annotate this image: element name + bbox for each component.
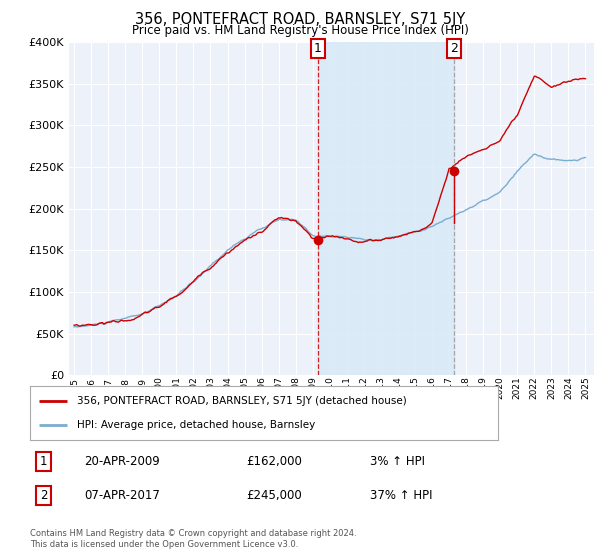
Text: 356, PONTEFRACT ROAD, BARNSLEY, S71 5JY (detached house): 356, PONTEFRACT ROAD, BARNSLEY, S71 5JY …: [77, 396, 407, 406]
Text: 1: 1: [40, 455, 47, 468]
Text: 3% ↑ HPI: 3% ↑ HPI: [370, 455, 425, 468]
Text: 2: 2: [40, 489, 47, 502]
Text: 37% ↑ HPI: 37% ↑ HPI: [370, 489, 433, 502]
Text: 07-APR-2017: 07-APR-2017: [84, 489, 160, 502]
Text: 1: 1: [314, 42, 322, 55]
Text: HPI: Average price, detached house, Barnsley: HPI: Average price, detached house, Barn…: [77, 420, 315, 430]
Text: 356, PONTEFRACT ROAD, BARNSLEY, S71 5JY: 356, PONTEFRACT ROAD, BARNSLEY, S71 5JY: [135, 12, 465, 27]
Text: 2: 2: [450, 42, 458, 55]
Bar: [318, 42, 454, 375]
Text: Price paid vs. HM Land Registry's House Price Index (HPI): Price paid vs. HM Land Registry's House …: [131, 24, 469, 36]
Text: Contains HM Land Registry data © Crown copyright and database right 2024.
This d: Contains HM Land Registry data © Crown c…: [30, 529, 356, 549]
Text: £245,000: £245,000: [246, 489, 302, 502]
Text: 20-APR-2009: 20-APR-2009: [84, 455, 160, 468]
Text: £162,000: £162,000: [246, 455, 302, 468]
